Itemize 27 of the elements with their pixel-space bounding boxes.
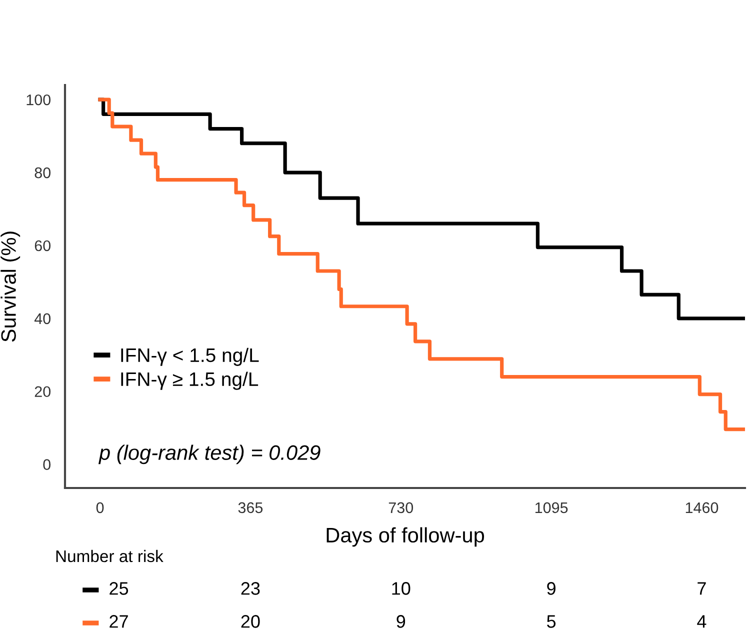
annotation: p (log-rank test) = 0.029 xyxy=(98,444,320,464)
y-tick-label: 0 xyxy=(43,459,51,470)
text: 25 xyxy=(110,582,128,595)
y-tick-label: 60 xyxy=(34,240,51,252)
y-tick-label: 100 xyxy=(26,94,51,106)
text: 10 xyxy=(392,582,410,595)
x-axis-title: Days of follow-up xyxy=(326,527,484,547)
text: 4 xyxy=(697,615,706,628)
legend-label: IFN-γ < 1.5 ng/L xyxy=(121,348,259,366)
y-tick-label: 20 xyxy=(34,386,51,398)
text: 23 xyxy=(241,582,260,595)
x-tick-label: 730 xyxy=(388,502,414,514)
text: 9 xyxy=(396,615,406,628)
x-tick-label: 1095 xyxy=(535,502,568,514)
text: 9 xyxy=(547,582,556,595)
x-tick-label: 0 xyxy=(96,502,104,514)
y-tick-label: 80 xyxy=(34,167,51,178)
x-tick-label: 365 xyxy=(238,502,263,514)
text: 20 xyxy=(241,615,260,628)
x-tick-label: 1460 xyxy=(686,502,718,514)
text: Number at risk xyxy=(56,550,164,562)
text: 7 xyxy=(698,582,706,595)
text: 27 xyxy=(110,615,128,628)
legend-label: IFN-γ ≥ 1.5 ng/L xyxy=(121,372,258,390)
text: 5 xyxy=(547,615,556,628)
y-axis-title: Survival (%) xyxy=(0,232,20,342)
y-tick-label: 40 xyxy=(34,313,51,324)
